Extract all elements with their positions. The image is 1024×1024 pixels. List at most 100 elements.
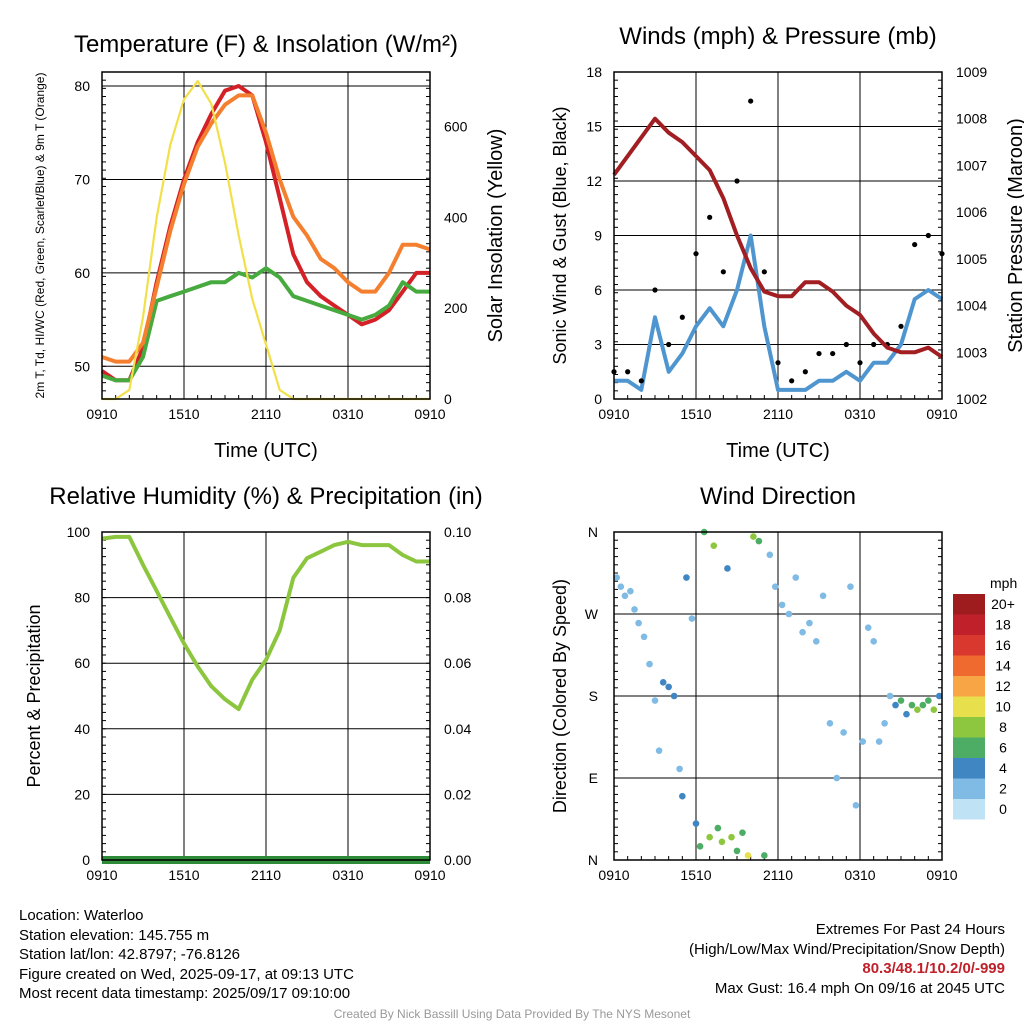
x-tick-label: 0910 bbox=[926, 867, 957, 883]
direction-point bbox=[908, 701, 916, 709]
y-tick-label: 12 bbox=[586, 173, 602, 189]
x-axis-label: Time (UTC) bbox=[214, 440, 318, 462]
chart-title: Temperature (F) & Insolation (W/m²) bbox=[74, 31, 458, 58]
panel-3: 0910 1510 2110 0310 09100204060801000.000.02… bbox=[24, 483, 483, 883]
direction-point bbox=[613, 574, 621, 581]
y2-tick-label: 1003 bbox=[956, 344, 987, 360]
gust-point bbox=[816, 350, 822, 357]
x-tick-label: 0310 bbox=[332, 867, 363, 883]
direction-point bbox=[870, 638, 877, 645]
y-tick-label: 3 bbox=[594, 337, 602, 353]
y-tick-label: 0 bbox=[82, 852, 90, 868]
plot-frame bbox=[101, 531, 431, 861]
panel-2: 0910 1510 2110 0310 091003691215181002100310… bbox=[550, 23, 1024, 462]
gust-point bbox=[857, 360, 863, 366]
direction-point bbox=[635, 619, 642, 627]
plot-frame bbox=[101, 71, 431, 400]
y2-tick-label: 1002 bbox=[956, 391, 987, 407]
gust-point bbox=[843, 341, 849, 348]
x-tick-label: 0310 bbox=[844, 406, 875, 422]
direction-point bbox=[714, 824, 722, 832]
y-tick-label: 50 bbox=[74, 358, 90, 374]
y-tick-label: E bbox=[589, 770, 598, 786]
plot-frame bbox=[613, 531, 943, 861]
direction-point bbox=[631, 606, 638, 613]
x-tick-label: 1510 bbox=[680, 867, 711, 883]
gust-point bbox=[666, 341, 672, 348]
legend-swatch bbox=[953, 778, 985, 799]
y2-tick-label: 1004 bbox=[956, 298, 987, 314]
direction-point bbox=[881, 720, 888, 727]
gust-point bbox=[652, 287, 658, 293]
direction-point bbox=[646, 660, 653, 668]
series-line-station-pressure bbox=[612, 116, 944, 359]
direction-point bbox=[806, 619, 813, 627]
y-tick-label: 20 bbox=[74, 786, 90, 802]
direction-point bbox=[833, 774, 841, 782]
x-tick-label: 2110 bbox=[251, 867, 281, 883]
legend-swatch bbox=[953, 758, 985, 779]
direction-point bbox=[935, 692, 943, 700]
direction-point bbox=[755, 537, 763, 545]
x-tick-label: 1510 bbox=[168, 867, 199, 883]
legend-swatch bbox=[953, 655, 985, 676]
x-tick-label: 2110 bbox=[251, 406, 281, 422]
gust-point bbox=[761, 269, 767, 275]
y-tick-label: W bbox=[585, 606, 599, 622]
direction-point bbox=[696, 843, 704, 850]
x-tick-label: 0310 bbox=[844, 867, 875, 883]
x-tick-label: 2110 bbox=[763, 406, 793, 422]
x-tick-label: 0310 bbox=[332, 406, 363, 422]
y-tick-label: 6 bbox=[594, 282, 602, 298]
legend-label: 10 bbox=[995, 699, 1011, 715]
chart-title: Relative Humidity (%) & Precipitation (i… bbox=[49, 483, 482, 510]
direction-point bbox=[733, 847, 741, 855]
direction-point bbox=[919, 701, 927, 709]
legend-swatch bbox=[953, 594, 985, 615]
direction-point bbox=[724, 565, 731, 572]
gust-point bbox=[912, 241, 918, 248]
legend-swatch bbox=[953, 717, 985, 738]
gust-point bbox=[679, 314, 685, 320]
gust-point bbox=[748, 98, 754, 104]
gust-point bbox=[871, 341, 877, 348]
direction-point bbox=[847, 583, 854, 590]
legend-label: 14 bbox=[995, 658, 1011, 674]
legend-swatch bbox=[953, 799, 985, 820]
y-tick-label: 9 bbox=[594, 228, 602, 244]
direction-point bbox=[897, 697, 905, 704]
series-line-9m-t bbox=[101, 93, 431, 364]
gust-point bbox=[734, 178, 740, 184]
direction-point bbox=[875, 738, 883, 745]
y2-tick-label: 200 bbox=[444, 300, 468, 316]
direction-point bbox=[706, 833, 713, 841]
y2-tick-label: 0.02 bbox=[444, 786, 471, 802]
y-tick-label: N bbox=[588, 524, 598, 540]
direction-point bbox=[683, 574, 690, 581]
x-tick-label: 1510 bbox=[168, 406, 199, 422]
y2-tick-label: 0.04 bbox=[444, 721, 471, 737]
y2-tick-label: 1009 bbox=[956, 64, 987, 80]
x-tick-label: 0910 bbox=[86, 867, 117, 883]
series-line-relative-humidity bbox=[101, 534, 430, 712]
y2-tick-label: 0.00 bbox=[444, 852, 471, 868]
y-tick-label: 100 bbox=[67, 524, 91, 540]
speed-legend: mph 20+ 18 16 14 12 10 8 6 4 2 0 bbox=[953, 575, 1017, 820]
x-tick-label: 2110 bbox=[763, 867, 793, 883]
direction-point bbox=[640, 633, 648, 641]
y-tick-label: 80 bbox=[74, 590, 90, 606]
direction-point bbox=[651, 697, 659, 704]
legend-swatch bbox=[953, 696, 985, 717]
y-tick-label: 18 bbox=[586, 64, 602, 80]
direction-point bbox=[859, 738, 867, 745]
y-tick-label: 60 bbox=[74, 265, 90, 281]
direction-point bbox=[925, 697, 932, 704]
y-tick-label: 70 bbox=[74, 171, 90, 187]
legend-label: 16 bbox=[995, 637, 1011, 653]
direction-point bbox=[621, 592, 629, 600]
direction-point bbox=[930, 706, 938, 713]
direction-point bbox=[826, 720, 834, 727]
legend-label: 6 bbox=[999, 740, 1007, 756]
